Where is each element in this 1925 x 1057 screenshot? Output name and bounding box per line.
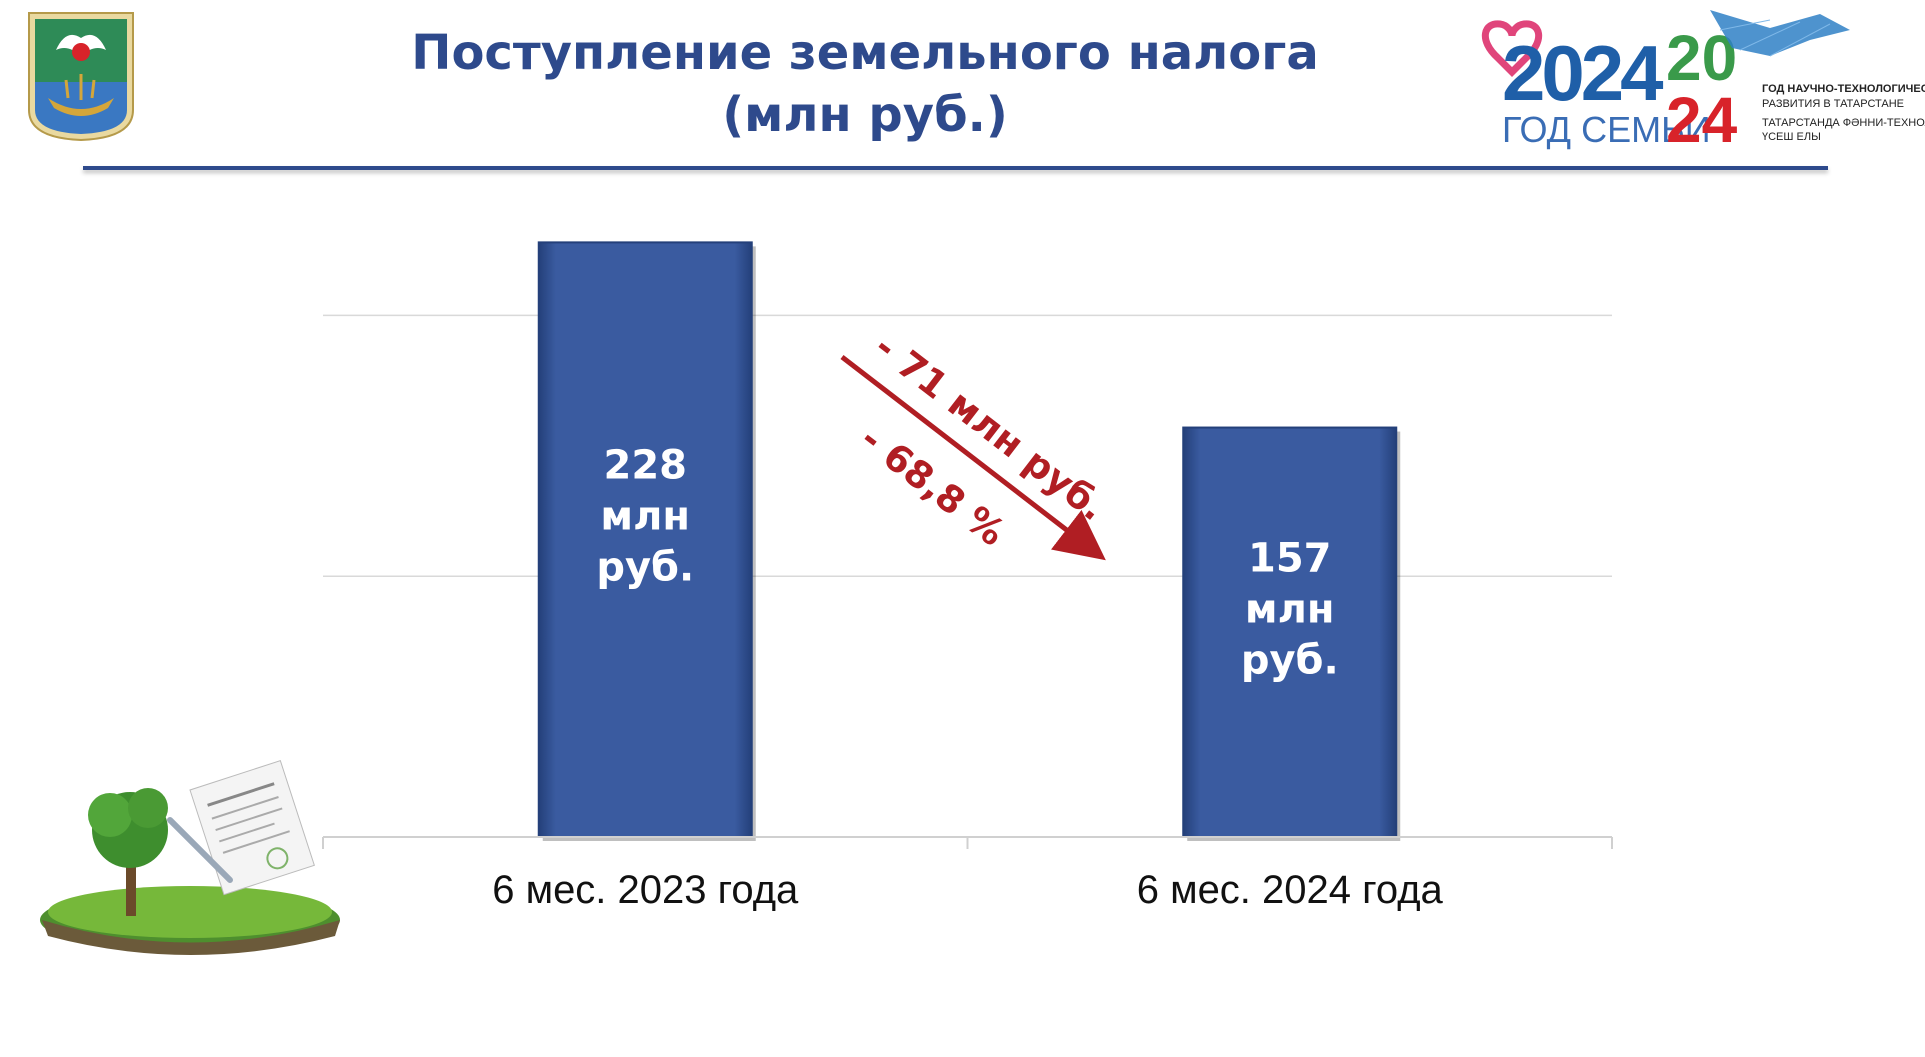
tech-year-text-ru-2: РАЗВИТИЯ В ТАТАРСТАНЕ	[1762, 98, 1904, 110]
family-year-text: ГОД СЕМЬИ	[1502, 109, 1711, 150]
decrease-arrow	[840, 355, 1106, 561]
tech-year-text-tt-1: ТАТАРСТАНДА ФӘННИ-ТЕХНОЛОГИК	[1762, 117, 1925, 129]
document-icon	[189, 760, 315, 896]
category-label-1: 6 мес. 2023 года	[492, 868, 799, 912]
slide-title: Поступление земельного налога (млн руб.)	[280, 22, 1450, 146]
bar-2-data-label: млн	[1245, 586, 1335, 632]
bird-icon	[1710, 10, 1850, 56]
heart-icon	[1482, 20, 1542, 77]
change-amount-label: - 71 млн руб.	[867, 325, 1114, 529]
tech-year-text-tt-2: ҮСЕШ ЕЛЫ	[1762, 131, 1821, 143]
tech-year-digits-24: 24	[1666, 84, 1738, 156]
title-line-2: (млн руб.)	[722, 87, 1008, 143]
land-document-illustration	[30, 760, 350, 964]
bar-2-data-label: 157	[1248, 535, 1332, 581]
bar-1-data-label: руб.	[596, 545, 694, 591]
family-year-number: 2024	[1502, 29, 1663, 117]
event-logos: 2024 ГОД СЕМЬИ 20 24 ГОД НАУЧНО-ТЕХНОЛОГ…	[1470, 0, 1925, 164]
bar-2-data-label: руб.	[1241, 637, 1339, 683]
bar-1	[537, 241, 753, 839]
bar-1-data-label: 228	[604, 443, 688, 489]
bar-2	[1182, 426, 1398, 838]
title-line-1: Поступление земельного налога	[411, 25, 1319, 81]
change-annotation: - 71 млн руб. - 68,8 %	[840, 325, 1114, 561]
category-label-2: 6 мес. 2024 года	[1137, 868, 1444, 912]
pen-icon	[167, 817, 233, 883]
bars	[537, 241, 1401, 842]
city-emblem	[26, 10, 136, 146]
bar-1-data-label: млн	[600, 494, 690, 540]
data-labels: 228 млн руб. 157 млн руб.	[596, 443, 1338, 684]
header-divider	[83, 166, 1828, 170]
x-axis: 6 мес. 2023 года 6 мес. 2024 года	[322, 836, 1613, 912]
tech-year-text-ru-1: ГОД НАУЧНО-ТЕХНОЛОГИЧЕСКОГО	[1762, 83, 1925, 95]
